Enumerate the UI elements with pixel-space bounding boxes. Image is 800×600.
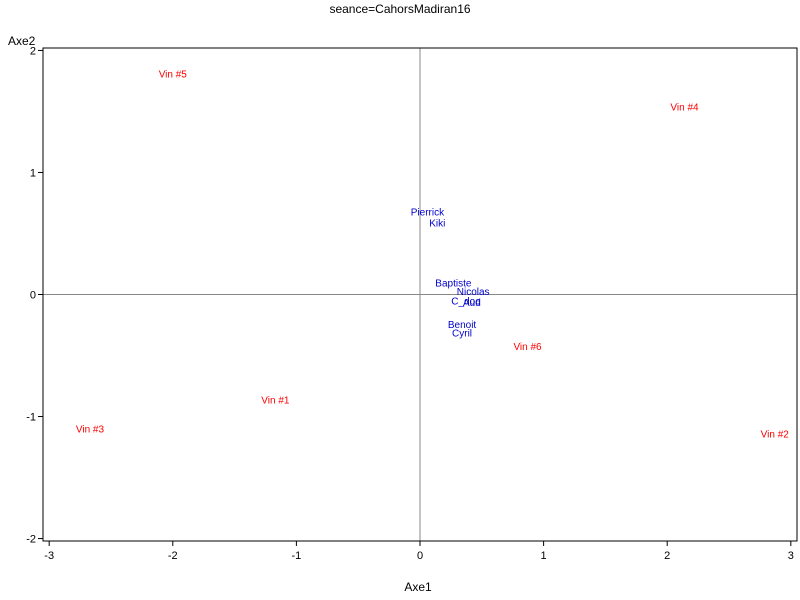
- wine-point-label: Vin #4: [670, 103, 699, 114]
- taster-point-label: C_doc: [451, 297, 480, 308]
- taster-point-label: Pierrick: [411, 208, 445, 219]
- taster-point-label: Baptiste: [435, 278, 472, 289]
- y-axis-ticks: -2 -1 0 1 2: [26, 45, 43, 546]
- wine-point-label: Vin #3: [76, 425, 105, 436]
- x-tick-label: 0: [417, 550, 423, 562]
- y-axis-label: Axe2: [8, 34, 36, 48]
- x-tick-label: 3: [788, 550, 794, 562]
- point-labels: Vin #5 Vin #4 Vin #6 Vin #1 Vin #3 Vin #2 Pier…: [76, 70, 789, 441]
- y-tick-label: -1: [26, 412, 36, 424]
- x-axis-ticks: -3 -2 -1 0 1 2 3: [44, 541, 794, 562]
- taster-point-label: Kiki: [429, 219, 445, 230]
- y-tick-label: 0: [30, 290, 36, 302]
- reference-lines: [43, 48, 797, 541]
- x-tick-label: 1: [541, 550, 547, 562]
- x-tick-label: -3: [44, 550, 54, 562]
- x-tick-label: 2: [664, 550, 670, 562]
- taster-point-label: Aud: [463, 298, 481, 309]
- y-tick-label: 2: [30, 45, 36, 57]
- wine-point-label: Vin #1: [261, 395, 290, 406]
- taster-point-label: Nicolas: [457, 287, 490, 298]
- taster-point-label: Cyril: [452, 328, 472, 339]
- x-axis-label: Axe1: [404, 580, 432, 594]
- wine-point-label: Vin #2: [761, 430, 790, 441]
- wine-point-label: Vin #5: [159, 70, 188, 81]
- y-tick-label: 1: [30, 167, 36, 179]
- chart-title: seance=CahorsMadiran16: [329, 2, 470, 16]
- y-tick-label: -2: [26, 534, 36, 546]
- wine-point-label: Vin #6: [513, 342, 542, 353]
- x-tick-label: -1: [292, 550, 302, 562]
- x-tick-label: -2: [168, 550, 178, 562]
- taster-point-label: Benoit: [448, 320, 477, 331]
